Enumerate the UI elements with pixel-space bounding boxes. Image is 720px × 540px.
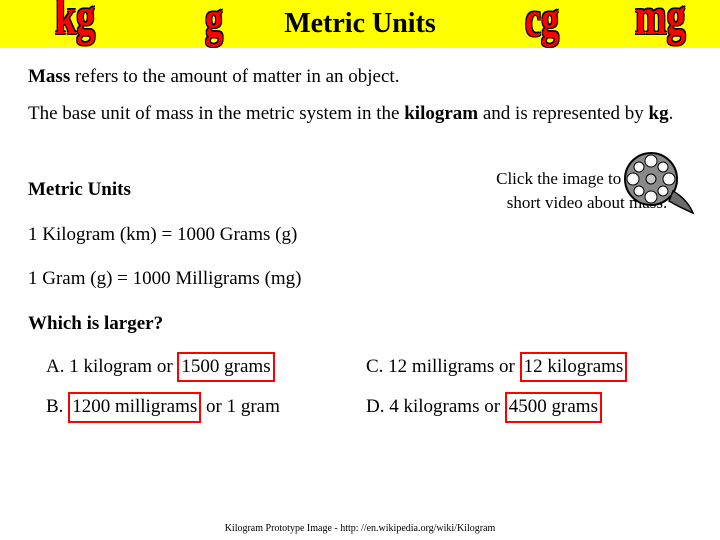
answer-row-1: A. 1 kilogram or 1500 grams C. 12 millig… [28,352,692,383]
ans-d-pre: D. 4 kilograms or [366,396,505,417]
intro-paragraph-1: Mass refers to the amount of matter in a… [28,64,692,91]
ans-a-box: 1500 grams [177,352,274,383]
p2a: The base unit of mass in the metric syst… [28,103,404,124]
conversion-2: 1 Gram (g) = 1000 Milligrams (mg) [28,266,388,293]
page-title: Metric Units [284,8,436,40]
film-reel-icon[interactable] [619,147,697,232]
answer-c: C. 12 milligrams or 12 kilograms [366,352,627,383]
unit-kg-label: kg [55,0,95,48]
para1-rest: refers to the amount of matter in an obj… [70,66,399,87]
footer-citation: Kilogram Prototype Image - http: //en.wi… [0,523,720,534]
ans-a-pre: A. 1 kilogram or [46,356,177,377]
answer-b: B. 1200 milligrams or 1 gram [28,392,366,423]
ans-d-box: 4500 grams [505,392,602,423]
title-banner: kg g Metric Units cg mg [0,0,720,48]
p2b: kilogram [404,103,478,124]
intro-paragraph-2: The base unit of mass in the metric syst… [28,101,692,128]
ans-b-box: 1200 milligrams [68,392,201,423]
ans-b-post: or 1 gram [201,396,280,417]
p2d: kg [649,103,669,124]
question-heading: Which is larger? [28,311,692,338]
ans-b-pre: B. [46,396,68,417]
p2c: and is represented by [478,103,648,124]
metric-units-heading: Metric Units [28,177,388,204]
answer-row-2: B. 1200 milligrams or 1 gram D. 4 kilogr… [28,392,692,423]
answer-d: D. 4 kilograms or 4500 grams [366,392,602,423]
answer-a: A. 1 kilogram or 1500 grams [28,352,366,383]
mass-bold: Mass [28,66,70,87]
p2e: . [669,103,674,124]
video-prompt[interactable]: Click the image to watch a short video a… [487,167,687,215]
ans-c-pre: C. 12 milligrams or [366,356,520,377]
unit-mg-label: mg [635,0,686,48]
unit-cg-label: cg [525,0,559,48]
conversion-1: 1 Kilogram (km) = 1000 Grams (g) [28,222,388,249]
content-area: Mass refers to the amount of matter in a… [0,48,720,423]
ans-c-box: 12 kilograms [520,352,628,383]
mid-row: Metric Units 1 Kilogram (km) = 1000 Gram… [28,177,692,293]
unit-g-label: g [205,0,223,48]
metric-units-column: Metric Units 1 Kilogram (km) = 1000 Gram… [28,177,388,293]
